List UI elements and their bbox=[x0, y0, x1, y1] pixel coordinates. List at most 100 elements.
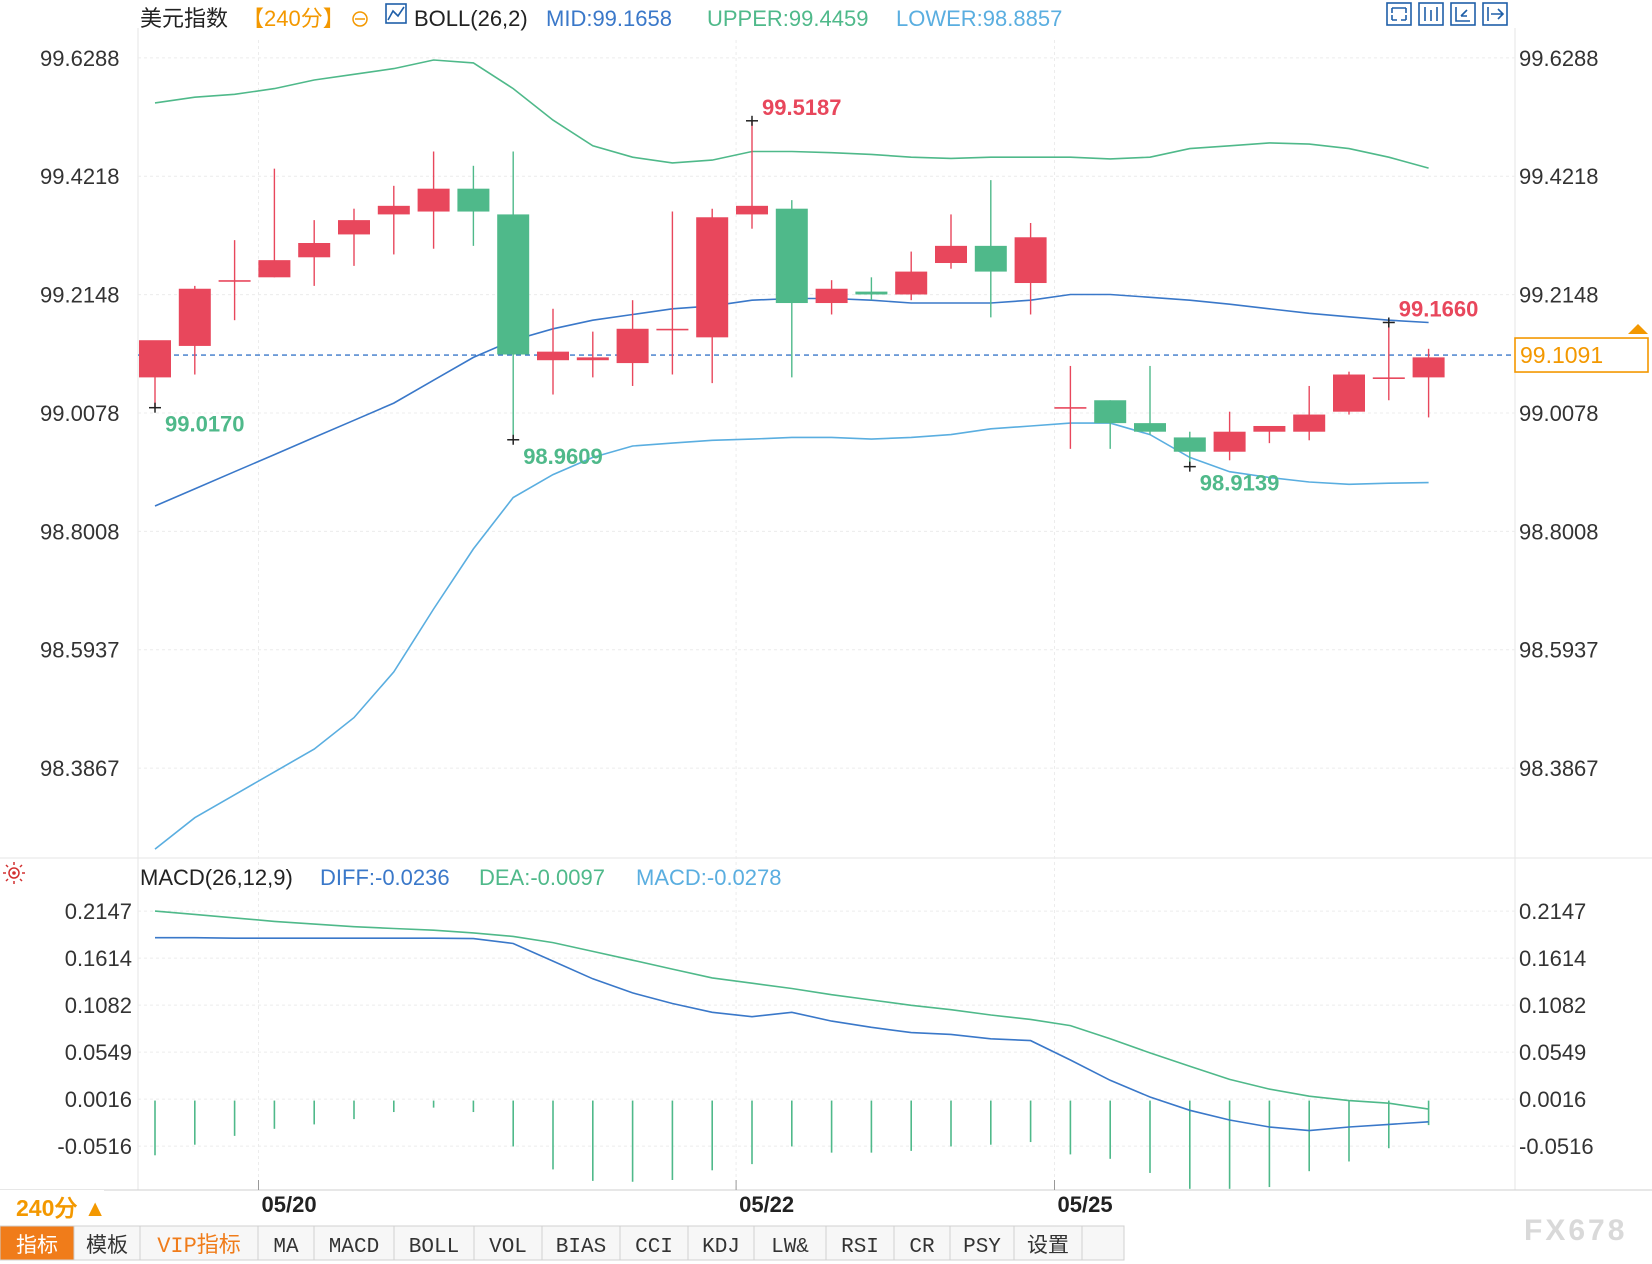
indicator-toolbar: 指标 模板 VIP指标 MA MACD BOLL VOL BIAS CCI KDJ LW& RSI CR… bbox=[0, 1225, 1125, 1261]
candle bbox=[139, 340, 171, 408]
candle-body bbox=[457, 188, 490, 212]
toolbar-tab-label[interactable]: RSI bbox=[841, 1236, 879, 1259]
macd-tick-left: 0.2147 bbox=[65, 899, 132, 924]
macd-tick-right: -0.0516 bbox=[1519, 1134, 1594, 1159]
candle-expand-icon[interactable] bbox=[1418, 2, 1444, 26]
toolbar-tab-label[interactable]: VOL bbox=[489, 1236, 527, 1259]
toolbar-tab[interactable]: BOLL bbox=[393, 1225, 475, 1261]
candle-body bbox=[298, 243, 331, 258]
toolbar-tab-bg[interactable] bbox=[687, 1225, 755, 1261]
candle bbox=[417, 151, 450, 249]
toolbar-tab[interactable]: 模板 bbox=[73, 1225, 141, 1261]
indicator-chart-icon[interactable] bbox=[385, 3, 407, 24]
toolbar-tab-label[interactable]: KDJ bbox=[702, 1236, 740, 1259]
move-right-icon[interactable] bbox=[1482, 2, 1508, 26]
toolbar-tab[interactable]: PSY bbox=[949, 1225, 1015, 1261]
macd-histogram bbox=[154, 1100, 1430, 1189]
move-left-icon[interactable] bbox=[1450, 2, 1476, 26]
toolbar-tab-bg[interactable] bbox=[949, 1225, 1015, 1261]
toolbar-tab-label[interactable]: MACD bbox=[329, 1236, 379, 1259]
macd-tick-right: 0.0016 bbox=[1519, 1087, 1586, 1112]
candle-body bbox=[775, 208, 808, 304]
candle-body bbox=[1333, 374, 1365, 412]
toolbar-tab-label[interactable]: CCI bbox=[635, 1236, 673, 1259]
gridlines bbox=[138, 40, 1515, 1190]
settings-sun-icon[interactable] bbox=[3, 862, 25, 884]
watermark: FX678 bbox=[1524, 1214, 1627, 1247]
toolbar-tab[interactable]: 设置 bbox=[1013, 1225, 1083, 1261]
candle-body bbox=[815, 288, 848, 304]
toolbar-tab[interactable]: VIP指标 bbox=[139, 1225, 259, 1261]
toolbar-tab[interactable]: MA bbox=[257, 1225, 315, 1261]
low-marker: 98.9139 bbox=[1183, 461, 1280, 496]
boll-upper-value: UPPER:99.4459 bbox=[707, 6, 868, 31]
price-tick-left: 98.8008 bbox=[40, 519, 120, 544]
toolbar-tab-label[interactable]: 模板 bbox=[86, 1233, 128, 1257]
toolbar-tab-label[interactable]: MA bbox=[273, 1236, 299, 1259]
price-tick-right: 99.6288 bbox=[1519, 46, 1599, 71]
candle bbox=[1173, 431, 1206, 467]
candle bbox=[1412, 348, 1445, 418]
candle bbox=[815, 280, 848, 315]
toolbar-tab[interactable]: KDJ bbox=[687, 1225, 755, 1261]
toolbar-tab-bg[interactable] bbox=[893, 1225, 951, 1261]
toolbar-tab-label[interactable]: VIP指标 bbox=[157, 1233, 241, 1259]
toolbar-tab[interactable]: CR bbox=[893, 1225, 951, 1261]
macd-tick-left: 0.0549 bbox=[65, 1040, 132, 1065]
toolbar-tab[interactable]: VOL bbox=[473, 1225, 543, 1261]
toolbar-tab[interactable]: MACD bbox=[313, 1225, 395, 1261]
toolbar-tab-label[interactable]: 设置 bbox=[1027, 1233, 1069, 1257]
candle-body bbox=[1134, 423, 1166, 432]
price-tick-right: 98.8008 bbox=[1519, 519, 1599, 544]
toolbar-tab-label[interactable]: LW& bbox=[771, 1236, 809, 1259]
toolbar-tab-label[interactable]: PSY bbox=[963, 1236, 1001, 1259]
toolbar-tab-bg[interactable] bbox=[73, 1225, 141, 1261]
toolbar-tab[interactable]: RSI bbox=[825, 1225, 895, 1261]
low-label: 99.0170 bbox=[165, 412, 245, 437]
candle-body bbox=[1372, 377, 1405, 379]
toolbar-tab-label[interactable]: 指标 bbox=[16, 1233, 58, 1257]
toolbar-tab-bg[interactable] bbox=[313, 1225, 395, 1261]
candle bbox=[855, 277, 888, 301]
candle bbox=[537, 308, 569, 395]
candle-body bbox=[736, 205, 768, 215]
candle bbox=[1094, 400, 1127, 449]
low-label: 98.9609 bbox=[523, 444, 603, 469]
candle-body bbox=[1213, 431, 1246, 452]
toolbar-tab-label[interactable]: CR bbox=[909, 1236, 935, 1259]
candle bbox=[1213, 411, 1246, 461]
date-label: 05/22 bbox=[739, 1192, 794, 1217]
toolbar-tab[interactable]: 指标 bbox=[0, 1225, 75, 1261]
candle bbox=[457, 165, 490, 246]
macd-tick-left: 0.1614 bbox=[65, 946, 132, 971]
toolbar-tab-bg[interactable] bbox=[0, 1225, 75, 1261]
macd-dea-value: DEA:-0.0097 bbox=[479, 865, 605, 890]
candle bbox=[935, 214, 967, 269]
toolbar-tab-label[interactable]: BOLL bbox=[409, 1236, 459, 1259]
fit-screen-icon[interactable] bbox=[1386, 2, 1412, 26]
candle-body bbox=[338, 220, 370, 235]
candle-body bbox=[258, 260, 291, 278]
zoom-out-icon[interactable] bbox=[352, 11, 368, 27]
candle-body bbox=[1173, 437, 1206, 452]
last-price-badge: 99.1091 bbox=[1514, 324, 1649, 373]
toolbar-tab-bg[interactable] bbox=[619, 1225, 689, 1261]
toolbar-tab[interactable]: BIAS bbox=[541, 1225, 621, 1261]
toolbar-tab-label[interactable]: BIAS bbox=[556, 1236, 606, 1259]
candle bbox=[218, 240, 251, 321]
candle bbox=[1054, 365, 1087, 449]
period-label[interactable]: 【240分】 bbox=[242, 6, 345, 31]
toolbar-tab-bg[interactable] bbox=[753, 1225, 827, 1261]
toolbar-tab-bg[interactable] bbox=[473, 1225, 543, 1261]
high-label: 99.1660 bbox=[1399, 296, 1479, 321]
period-selector[interactable]: 240分 ▲ bbox=[0, 1190, 107, 1224]
period-button[interactable]: 240分 ▲ bbox=[16, 1195, 107, 1221]
low-label: 98.9139 bbox=[1200, 471, 1280, 496]
toolbar-tab[interactable]: LW& bbox=[753, 1225, 827, 1261]
toolbar-tab[interactable]: CCI bbox=[619, 1225, 689, 1261]
toolbar-tab-bg[interactable] bbox=[1013, 1225, 1083, 1261]
candle-body bbox=[616, 328, 649, 364]
toolbar-tab-bg[interactable] bbox=[825, 1225, 895, 1261]
price-tick-left: 99.2148 bbox=[40, 283, 120, 308]
